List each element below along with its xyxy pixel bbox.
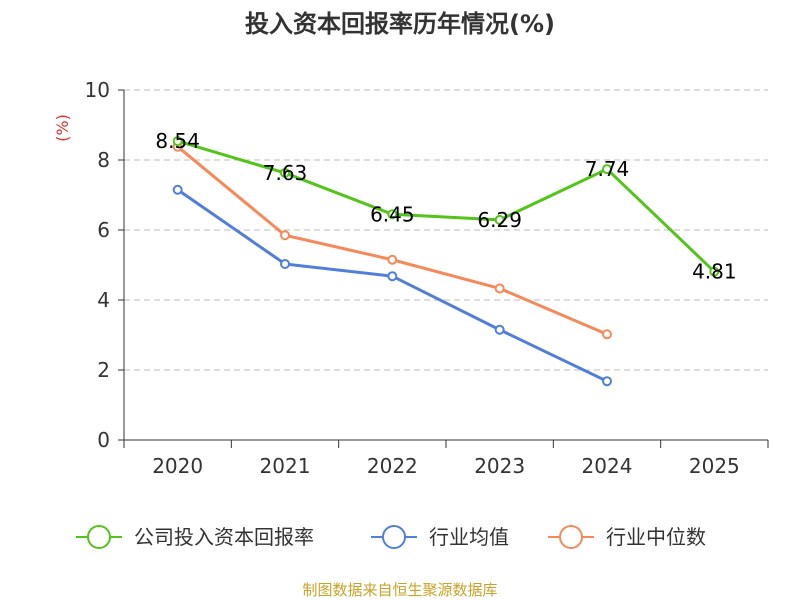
x-tick-label: 2024 bbox=[582, 454, 633, 478]
legend[interactable]: 公司投入资本回报率 行业均值 行业中位数 bbox=[76, 525, 706, 549]
data-point[interactable] bbox=[602, 376, 612, 387]
axes: 0 2 4 6 8 10 2020 2021 2022 2023 2024 2025 bbox=[85, 78, 769, 478]
legend-marker-icon bbox=[559, 525, 583, 549]
data-point[interactable] bbox=[494, 283, 505, 294]
data-label: 4.81 bbox=[692, 260, 737, 284]
data-point[interactable] bbox=[172, 136, 183, 147]
data-point[interactable] bbox=[280, 258, 290, 269]
data-point[interactable] bbox=[602, 329, 612, 340]
legend-label[interactable]: 公司投入资本回报率 bbox=[134, 525, 314, 549]
data-point[interactable] bbox=[387, 271, 398, 282]
legend-label[interactable]: 行业中位数 bbox=[606, 525, 706, 549]
data-label: 8.54 bbox=[155, 129, 200, 153]
y-tick-label: 8 bbox=[97, 148, 110, 172]
x-tick-label: 2022 bbox=[367, 454, 418, 478]
data-point[interactable] bbox=[280, 230, 290, 241]
data-point[interactable] bbox=[387, 209, 398, 220]
source-note: 制图数据来自恒生聚源数据库 bbox=[302, 581, 497, 599]
y-tick-label: 2 bbox=[97, 358, 110, 382]
series-line bbox=[177, 139, 716, 273]
series-line bbox=[176, 145, 608, 336]
x-tick-label: 2021 bbox=[260, 454, 311, 478]
x-tick-label: 2020 bbox=[152, 454, 203, 478]
x-tick-label: 2023 bbox=[474, 454, 525, 478]
data-label: 7.74 bbox=[585, 157, 630, 181]
legend-marker-icon bbox=[382, 525, 406, 549]
data-point[interactable] bbox=[387, 254, 398, 265]
chart-title: 投入资本回报率历年情况(%) bbox=[245, 10, 555, 38]
data-labels: 8.54 7.63 6.45 6.29 7.74 4.81 bbox=[155, 129, 736, 284]
data-point[interactable] bbox=[602, 164, 612, 175]
legend-marker-icon bbox=[87, 525, 111, 549]
y-tick-label: 10 bbox=[85, 78, 110, 102]
data-point[interactable] bbox=[172, 184, 183, 195]
y-tick-label: 4 bbox=[97, 288, 110, 312]
y-tick-label: 6 bbox=[97, 218, 110, 242]
data-point[interactable] bbox=[709, 266, 720, 277]
data-label: 7.63 bbox=[263, 161, 308, 185]
data-label: 6.45 bbox=[370, 202, 415, 226]
series-group bbox=[172, 136, 720, 387]
data-label: 6.29 bbox=[477, 208, 522, 232]
legend-label[interactable]: 行业均值 bbox=[429, 525, 509, 549]
gridlines bbox=[124, 89, 768, 371]
data-point[interactable] bbox=[494, 324, 505, 335]
y-tick-label: 0 bbox=[97, 428, 110, 452]
data-point[interactable] bbox=[280, 167, 290, 178]
y-axis-label: (%) bbox=[53, 114, 72, 142]
data-point[interactable] bbox=[494, 214, 505, 225]
x-tick-label: 2025 bbox=[689, 454, 740, 478]
